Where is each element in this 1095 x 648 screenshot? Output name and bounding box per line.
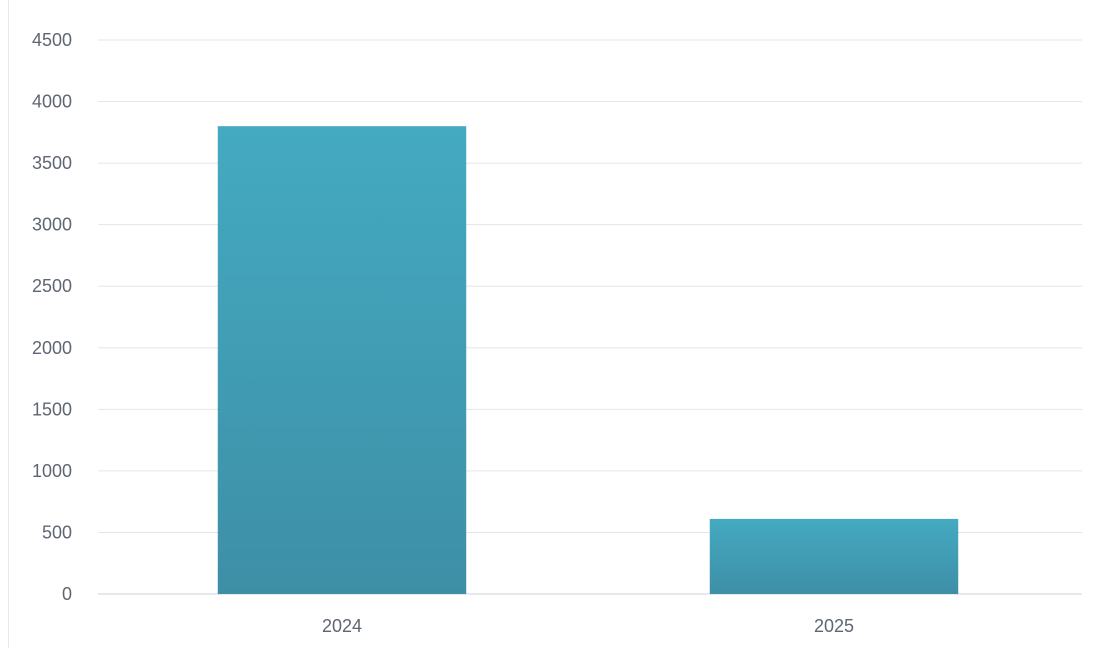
bar-2025 (709, 518, 959, 594)
bar-2024 (217, 126, 467, 594)
y-tick-label: 1000 (32, 461, 72, 481)
y-tick-label: 3500 (32, 153, 72, 173)
y-tick-label: 2500 (32, 276, 72, 296)
x-axis-tick-labels: 2024 2025 (322, 616, 854, 636)
y-tick-label: 4500 (32, 30, 72, 50)
x-tick-label: 2025 (814, 616, 854, 636)
bars (217, 126, 959, 594)
y-tick-label: 4000 (32, 92, 72, 112)
y-tick-label: 2000 (32, 338, 72, 358)
x-tick-label: 2024 (322, 616, 362, 636)
y-axis-tick-labels: 0 500 1000 1500 2000 2500 3000 3500 4000 4500 (32, 30, 72, 604)
y-tick-label: 500 (42, 522, 72, 542)
y-tick-label: 1500 (32, 399, 72, 419)
page-edge-line (8, 0, 9, 648)
y-tick-label: 3000 (32, 215, 72, 235)
y-tick-label: 0 (62, 584, 72, 604)
